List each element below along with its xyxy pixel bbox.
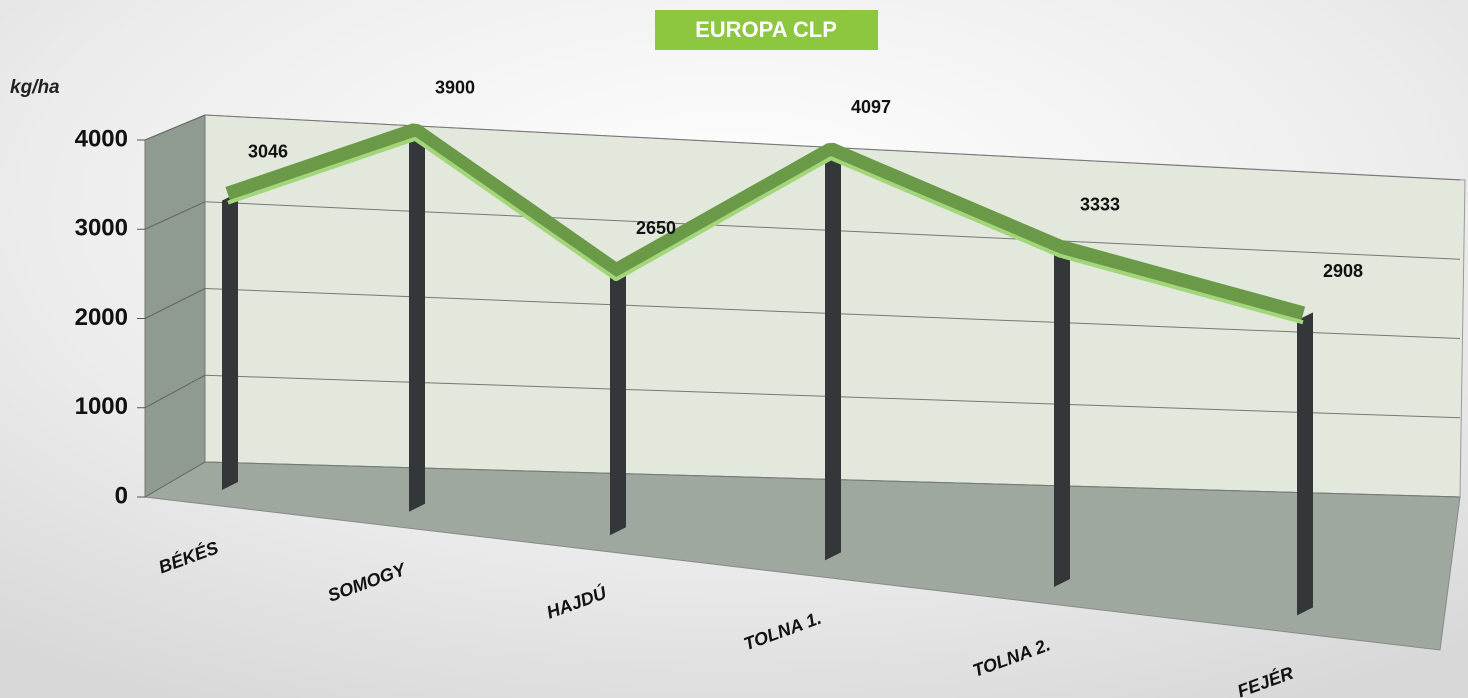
value-label: 3046: [248, 141, 288, 161]
y-tick-label: 0: [115, 482, 128, 509]
drop-column: [1297, 312, 1313, 616]
line-edge: [227, 137, 1304, 325]
grid-line: [144, 461, 206, 498]
side-wall: [144, 114, 206, 498]
chart-title: EUROPA CLP: [695, 17, 837, 42]
grid-line: [144, 288, 206, 319]
y-tick-label: 2000: [75, 304, 128, 331]
y-tick-label: 3000: [75, 215, 128, 242]
value-label: 2908: [1323, 261, 1363, 281]
grid-line: [144, 374, 206, 409]
drop-column: [409, 128, 425, 512]
grid-line: [144, 114, 206, 141]
value-label: 3900: [435, 78, 475, 98]
y-tick-label: 1000: [75, 393, 128, 420]
drop-column: [1054, 245, 1070, 588]
value-label: 3333: [1080, 194, 1120, 214]
y-tick-label: 4000: [75, 125, 128, 152]
y-axis-label: kg/ha: [10, 77, 60, 98]
drop-column: [222, 192, 238, 490]
title-box: [655, 10, 878, 50]
drop-column: [610, 269, 626, 536]
value-label: 4097: [851, 97, 891, 117]
drop-column: [825, 148, 841, 561]
line-ribbon: [225, 123, 1306, 323]
value-label: 2650: [636, 218, 676, 238]
grid-line: [144, 201, 206, 230]
